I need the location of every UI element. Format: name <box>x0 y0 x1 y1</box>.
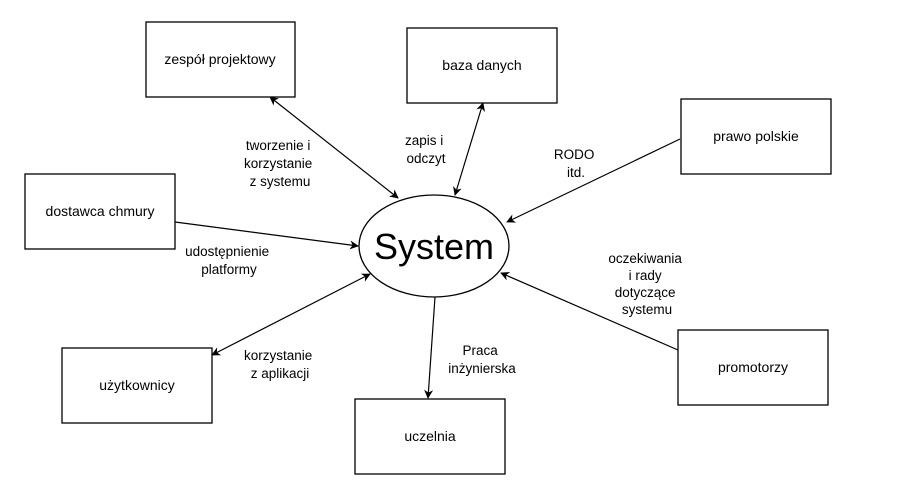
node-uzytkownicy-label: użytkownicy <box>99 377 174 393</box>
edge-label-prawo-polskie: RODO itd. <box>554 147 598 180</box>
edge-uczelnia <box>424 296 436 399</box>
edge-label-promotorzy: oczekiwania i rady dotyczące systemu <box>608 251 685 317</box>
node-uczelnia: uczelnia <box>354 398 506 475</box>
node-promotorzy-label: promotorzy <box>718 359 788 375</box>
edge-dostawca-chmury <box>174 221 359 250</box>
node-baza-danych-label: baza danych <box>442 57 521 73</box>
node-uzytkownicy: użytkownicy <box>61 347 213 424</box>
node-dostawca-chmury: dostawca chmury <box>24 173 176 250</box>
node-uczelnia-label: uczelnia <box>404 428 456 444</box>
node-prawo-polskie: prawo polskie <box>680 98 832 175</box>
system-node: System <box>358 194 510 298</box>
node-zespol-projektowy: zespół projektowy <box>145 21 296 98</box>
edge-label-zespol-projektowy: tworzenie i korzystanie z systemu <box>244 138 316 189</box>
system-label: System <box>374 226 494 267</box>
edge-label-uzytkownicy: korzystanie z aplikacji <box>244 348 316 381</box>
node-dostawca-chmury-label: dostawca chmury <box>46 203 155 219</box>
edge-label-baza-danych: zapis i odczyt <box>405 133 447 166</box>
node-zespol-projektowy-label: zespół projektowy <box>164 51 275 67</box>
edge-prawo-polskie <box>506 138 681 223</box>
edge-label-dostawca-chmury: udostępnienie platformy <box>185 244 273 277</box>
node-promotorzy: promotorzy <box>677 329 829 406</box>
edge-label-uczelnia: Praca inżynierska <box>448 343 516 376</box>
edge-uzytkownicy <box>211 273 371 356</box>
edge-promotorzy <box>500 272 679 351</box>
node-baza-danych: baza danych <box>406 27 558 104</box>
node-prawo-polskie-label: prawo polskie <box>713 128 799 144</box>
edge-baza-danych <box>453 102 485 196</box>
edge-zespol-projektowy <box>269 96 399 199</box>
